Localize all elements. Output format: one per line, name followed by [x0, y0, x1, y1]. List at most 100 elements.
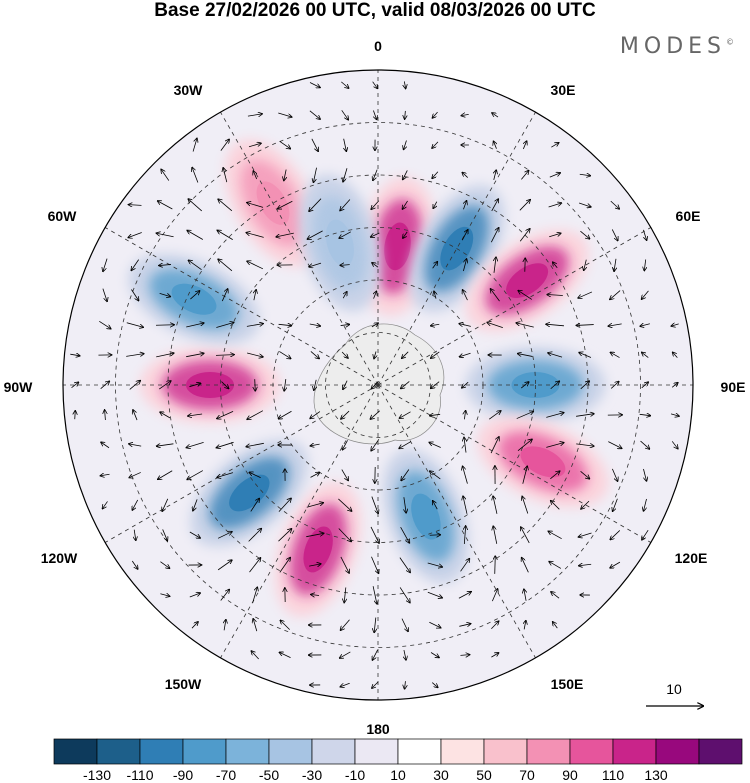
wind-vector-8 — [373, 110, 376, 120]
wind-vector-135 — [279, 351, 290, 358]
wind-vector-204 — [517, 439, 532, 451]
colorbar-swatch-14 — [655, 738, 700, 765]
wind-vector-95 — [159, 293, 171, 296]
wind-vector-153 — [189, 383, 200, 388]
colorbar-swatch-11 — [526, 738, 571, 765]
colorbar-label-3: -70 — [216, 767, 236, 783]
wind-vector-137 — [341, 351, 348, 358]
wind-vector-141 — [459, 352, 471, 357]
wind-vector-318 — [491, 653, 498, 658]
wind-vector-277 — [495, 556, 496, 574]
wind-vector-194 — [216, 441, 234, 447]
wind-vector-275 — [427, 562, 443, 567]
wind-vector-265 — [131, 560, 137, 569]
wind-vector-175 — [247, 410, 264, 420]
anomaly-center-6 — [275, 482, 362, 617]
wind-vector-161 — [431, 381, 440, 389]
wind-vector-253 — [306, 533, 324, 538]
wind-vector-247 — [134, 529, 136, 541]
wind-vector-281 — [610, 561, 621, 568]
wind-vector-118 — [371, 323, 378, 327]
wind-vector-221 — [430, 471, 441, 480]
wind-vector-1 — [341, 81, 348, 88]
wind-vector-259 — [493, 526, 498, 544]
wind-vector-244 — [581, 500, 590, 509]
wind-vector-107 — [610, 290, 621, 300]
wind-vector-140 — [431, 351, 440, 358]
wind-vector-136 — [310, 351, 319, 358]
wind-vector-188 — [639, 414, 651, 415]
colorbar-label-10: 70 — [519, 767, 535, 783]
wind-vector-62 — [246, 233, 264, 238]
wind-vector-269 — [249, 558, 261, 573]
wind-vector-105 — [547, 295, 563, 296]
lon-label-180: 180 — [366, 721, 390, 737]
wind-vector-154 — [221, 381, 228, 389]
wind-vector-44 — [218, 199, 233, 212]
wind-vector-295 — [551, 592, 560, 599]
wind-vector-29 — [253, 171, 256, 180]
wind-vector-164 — [550, 381, 560, 390]
wind-vector-115 — [278, 324, 292, 325]
wind-vector-191 — [129, 444, 142, 446]
wind-vector-271 — [309, 564, 321, 566]
wind-vector-103 — [490, 289, 500, 302]
wind-vector-34 — [403, 170, 408, 179]
wind-vector-102 — [463, 290, 468, 301]
wind-vector-31 — [313, 167, 317, 183]
wind-vector-302 — [340, 619, 350, 630]
wind-vector-113 — [216, 323, 233, 328]
wind-vector-122 — [516, 323, 534, 328]
wind-vector-249 — [189, 531, 200, 538]
wind-vector-225 — [550, 471, 559, 480]
colorbar-label-11: 90 — [562, 767, 578, 783]
wind-vector-274 — [399, 557, 410, 573]
wind-vector-114 — [246, 324, 263, 327]
colorbar-swatch-3 — [182, 738, 227, 765]
wind-vector-179 — [370, 410, 380, 419]
wind-vector-74 — [643, 229, 646, 240]
wind-vector-76 — [131, 259, 139, 271]
wind-vector-42 — [158, 201, 173, 210]
wind-vector-2 — [372, 81, 378, 89]
wind-vector-148 — [673, 352, 678, 358]
reference-vector: 10 — [646, 681, 703, 706]
wind-vector-60 — [187, 231, 203, 240]
wind-vector-117 — [340, 324, 350, 325]
wind-vector-16 — [279, 141, 291, 148]
colorbar-swatch-12 — [569, 738, 614, 765]
wind-vector-234 — [278, 498, 291, 512]
anomaly-center-5 — [382, 449, 469, 584]
wind-vector-14 — [220, 139, 229, 151]
wind-vector-315 — [404, 650, 406, 660]
wind-vector-169 — [75, 411, 76, 420]
wind-vector-39 — [549, 173, 560, 178]
modes-logo: MODES© — [620, 34, 734, 59]
wind-vector-138 — [374, 351, 376, 358]
wind-vector-283 — [189, 593, 200, 598]
wind-vector-89 — [553, 262, 558, 269]
wind-vector-131 — [156, 353, 174, 358]
wind-vector-50 — [402, 200, 408, 209]
wind-vector-35 — [432, 171, 439, 179]
wind-vector-242 — [522, 496, 529, 514]
wind-vector-30 — [284, 169, 286, 181]
wind-vector-94 — [131, 289, 138, 300]
lon-label-120e: 120E — [675, 550, 708, 566]
wind-vector-17 — [311, 138, 318, 151]
wind-vector-75 — [103, 258, 108, 272]
wind-vector-316 — [430, 652, 439, 657]
wind-vector-193 — [186, 442, 204, 447]
wind-vector-130 — [126, 354, 144, 357]
wind-vector-112 — [186, 323, 204, 328]
colorbar-label-13: 130 — [644, 767, 668, 783]
wind-vector-149 — [71, 382, 79, 389]
wind-vector-52 — [463, 201, 466, 210]
wind-vector-176 — [279, 410, 292, 418]
wind-vector-64 — [307, 230, 323, 239]
wind-vector-212 — [158, 470, 173, 480]
wind-vector-65 — [339, 231, 352, 238]
wind-vector-224 — [522, 466, 527, 484]
wind-vector-25 — [551, 143, 558, 148]
colorbar-swatch-0 — [53, 738, 98, 765]
